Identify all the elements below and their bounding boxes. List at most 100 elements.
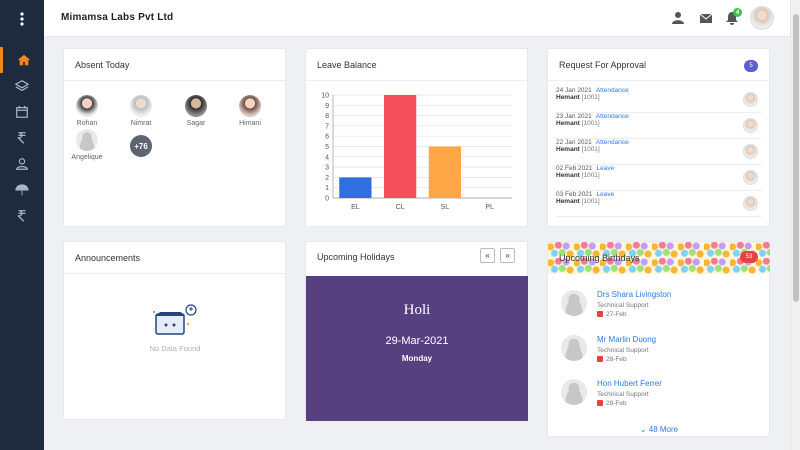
request-row[interactable]: 22 Jan 2021 Attendance Hemant [1001] [556, 139, 762, 165]
birthday-name[interactable]: Hon Hubert Ferrer [597, 379, 662, 388]
announcements-title: Announcements [64, 242, 285, 274]
next-holiday-button[interactable]: » [500, 248, 515, 263]
person-name: Sagar [186, 120, 206, 127]
calendar-icon [597, 400, 603, 406]
birthday-row[interactable]: Drs Shara Livingston Technical Support 2… [561, 288, 761, 332]
absent-person[interactable]: Angelique [66, 129, 108, 161]
holiday-panel: Holi 29-Mar-2021 Monday [306, 276, 528, 421]
more-birthdays-text: 48 More [648, 425, 679, 434]
birthday-name[interactable]: Drs Shara Livingston [597, 290, 672, 299]
y-tick-label: 7 [325, 123, 329, 130]
mail-icon[interactable] [699, 11, 713, 25]
rupee-icon [16, 132, 26, 144]
holidays-card: Upcoming Holidays « » Holi 29-Mar-2021 M… [305, 241, 528, 421]
leave-balance-title: Leave Balance [306, 49, 527, 81]
chevron-down-icon: ⌄ [639, 425, 649, 434]
home-icon [17, 54, 30, 66]
company-name: Mimamsa Labs Pvt Ltd [61, 12, 174, 23]
request-count-badge: 5 [744, 60, 758, 72]
more-birthdays-link[interactable]: ⌄ 48 More [548, 425, 770, 434]
no-data-text: No Data Found [149, 344, 201, 353]
x-tick-label: CL [396, 204, 405, 211]
y-tick-label: 4 [325, 154, 329, 161]
double-chevron-right-icon: » [505, 251, 510, 260]
request-name: Hemant [556, 146, 580, 153]
absent-person[interactable]: Rohan [66, 95, 108, 127]
sidebar-item-leave[interactable] [0, 177, 44, 203]
page-scrollbar[interactable] [790, 0, 800, 450]
holiday-date: 29-Mar-2021 [385, 335, 449, 347]
user-avatar[interactable] [750, 6, 774, 30]
y-tick-label: 5 [325, 144, 329, 151]
birthday-row[interactable]: Mr Marlin Duong Technical Support 28-Feb [561, 333, 761, 377]
sidebar-item-layers[interactable] [0, 73, 44, 99]
request-date: 02 Feb 2021 [556, 165, 593, 172]
request-name: Hemant [556, 120, 580, 127]
sidebar-item-home[interactable] [0, 47, 44, 73]
double-chevron-left-icon: « [485, 251, 490, 260]
birthday-row[interactable]: Hon Hubert Ferrer Technical Support 28-F… [561, 377, 761, 421]
request-code: [1001] [581, 198, 600, 205]
sidebar-item-calendar[interactable] [0, 99, 44, 125]
request-type[interactable]: Attendance [595, 87, 629, 94]
birthdays-title: Upcoming Birthdays [559, 253, 640, 263]
x-tick-label: SL [441, 204, 450, 211]
bar-cl [384, 95, 417, 198]
bar-sl [428, 146, 461, 198]
request-code: [1001] [581, 94, 600, 101]
birthday-date: 27-Feb [597, 311, 627, 318]
holiday-name: Holi [403, 302, 431, 318]
sidebar-item-users[interactable] [0, 151, 44, 177]
birthdays-card: Upcoming Birthdays 53 Drs Shara Livingst… [547, 241, 770, 437]
leave-balance-card: Leave Balance 0 1 2 3 4 5 6 7 8 9 10 EL CL SL PL [305, 48, 528, 227]
x-tick-label: PL [485, 204, 494, 211]
request-date: 22 Jan 2021 [556, 139, 592, 146]
request-row[interactable]: 24 Jan 2021 Attendance Hemant [1001] [556, 87, 762, 113]
sidebar [0, 0, 44, 450]
birthday-count-badge: 53 [740, 251, 758, 263]
avatar [76, 129, 98, 151]
top-bar: Mimamsa Labs Pvt Ltd 4 [44, 0, 790, 37]
request-row[interactable]: 23 Jan 2021 Attendance Hemant [1001] [556, 113, 762, 139]
holiday-day: Monday [401, 354, 433, 363]
avatar [561, 379, 587, 405]
sidebar-item-expense[interactable] [0, 203, 44, 229]
avatar [185, 95, 207, 117]
birthday-date: 28-Feb [597, 400, 627, 407]
birthday-name[interactable]: Mr Marlin Duong [597, 335, 657, 344]
birthday-date: 28-Feb [597, 356, 627, 363]
avatar [743, 170, 758, 185]
birthday-dept: Technical Support [597, 302, 649, 309]
birthdays-header: Upcoming Birthdays 53 [548, 242, 770, 274]
avatar [743, 196, 758, 211]
avatar [743, 118, 758, 133]
y-tick-label: 0 [325, 196, 329, 203]
request-type[interactable]: Leave [596, 191, 615, 198]
request-row[interactable]: 03 Feb 2021 Leave Hemant [1001] [556, 191, 762, 217]
sidebar-item-payroll[interactable] [0, 125, 44, 151]
notification-badge: 4 [733, 8, 742, 17]
y-tick-label: 1 [325, 185, 329, 192]
previous-holiday-button[interactable]: « [480, 248, 495, 263]
absent-person[interactable]: Sagar [175, 95, 217, 127]
menu-dots-icon[interactable] [0, 0, 44, 37]
x-tick-label: EL [351, 204, 360, 211]
absent-today-title: Absent Today [64, 49, 285, 81]
absent-today-card: Absent Today Rohan Nimrat Sagar Himani A… [63, 48, 286, 227]
request-type[interactable]: Attendance [595, 139, 629, 146]
request-type[interactable]: Leave [596, 165, 615, 172]
holidays-title: Upcoming Holidays [317, 252, 395, 262]
request-row[interactable]: 02 Feb 2021 Leave Hemant [1001] [556, 165, 762, 191]
user-icon[interactable] [671, 11, 685, 25]
request-type[interactable]: Attendance [595, 113, 629, 120]
avatar [561, 290, 587, 316]
more-absent-button[interactable]: +76 [130, 135, 152, 157]
absent-person[interactable]: Nimrat [120, 95, 162, 127]
rupee-icon [16, 210, 26, 222]
umbrella-icon [15, 184, 29, 196]
absent-person[interactable]: Himani [229, 95, 271, 127]
birthday-date-text: 27-Feb [606, 311, 627, 318]
calendar-icon [16, 105, 28, 118]
scroll-thumb[interactable] [793, 14, 799, 302]
users-icon [16, 158, 28, 170]
